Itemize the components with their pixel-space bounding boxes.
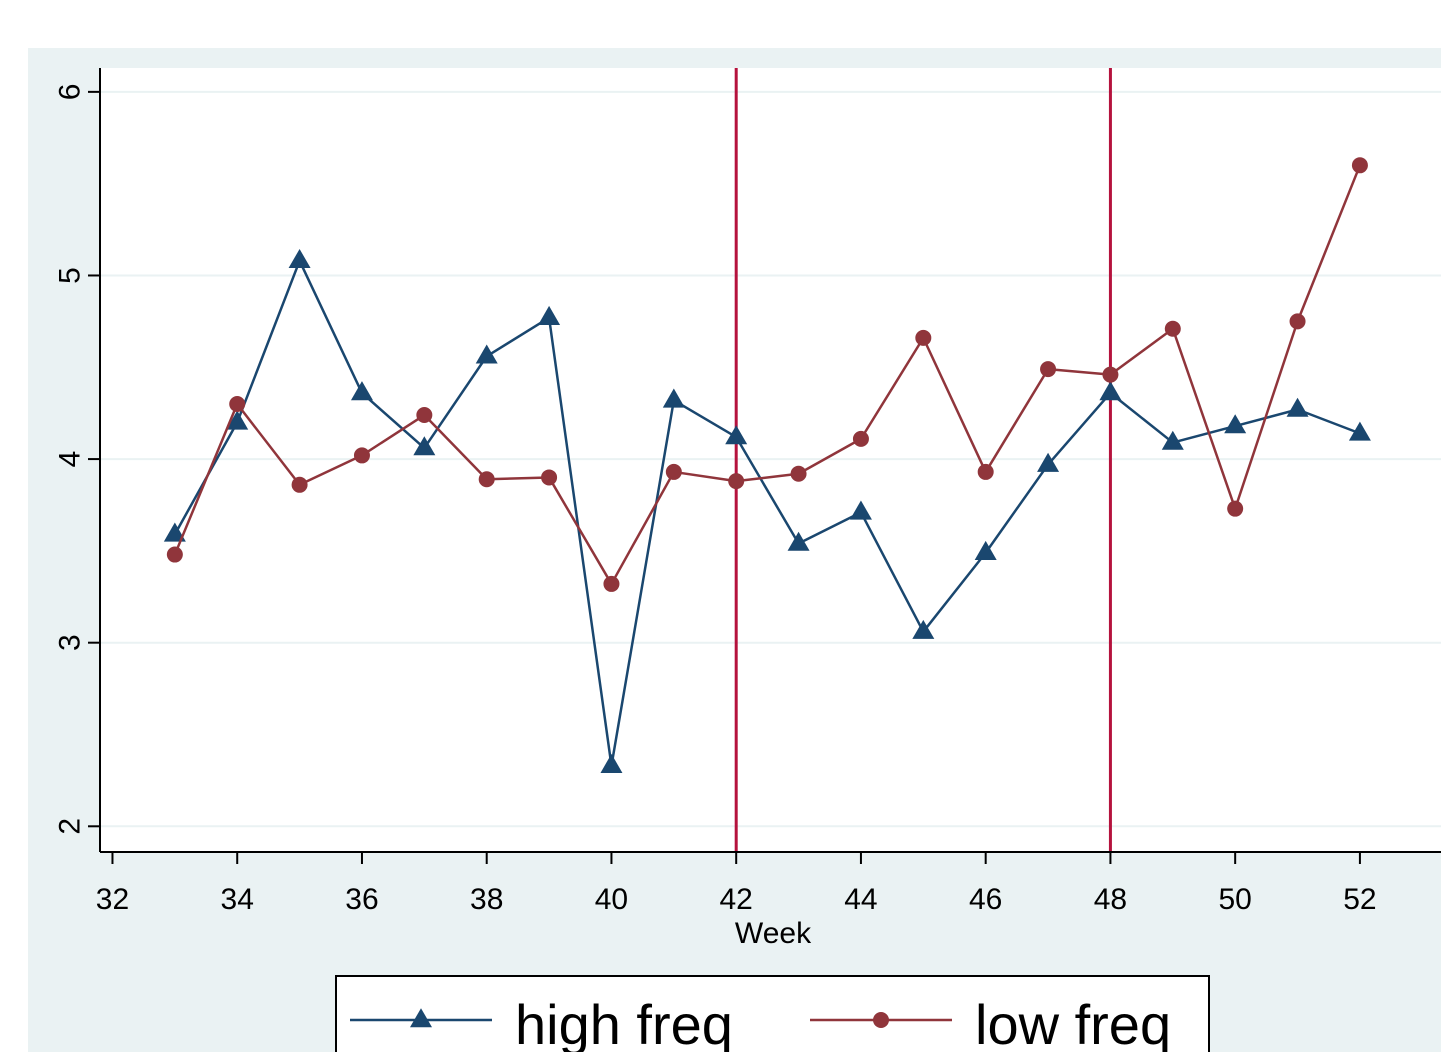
point-low-freq-week-37 [416, 407, 433, 424]
x-tick-label-50: 50 [1218, 883, 1251, 916]
series-high-freq [163, 248, 1371, 773]
y-tick-label-6: 6 [54, 84, 87, 101]
x-tick-label-40: 40 [595, 883, 628, 916]
point-high-freq-week-44 [849, 500, 872, 520]
x-axis-ticks: 32 34 36 38 40 42 44 46 48 50 52 [96, 852, 1377, 916]
point-low-freq-week-50 [1227, 500, 1244, 517]
series-line-high-freq [173, 259, 1361, 767]
legend-key-low-freq [810, 1012, 952, 1028]
point-high-freq-week-40 [600, 753, 623, 773]
point-high-freq-week-51 [1286, 397, 1309, 417]
x-tick-label-42: 42 [720, 883, 753, 916]
x-tick-label-34: 34 [221, 883, 254, 916]
point-high-freq-week-38 [475, 344, 498, 364]
point-low-freq-week-49 [1164, 320, 1181, 337]
point-high-freq-week-49 [1161, 430, 1184, 450]
point-low-freq-week-51 [1289, 313, 1306, 330]
legend: high freq low freq [335, 975, 1210, 1052]
point-high-freq-week-43 [787, 531, 810, 551]
series-line-low-freq [173, 164, 1362, 586]
y-tick-label-4: 4 [54, 451, 87, 468]
point-high-freq-week-52 [1348, 421, 1371, 441]
point-high-freq-week-47 [1037, 452, 1060, 472]
point-high-freq-week-39 [538, 305, 561, 325]
point-low-freq-week-36 [353, 447, 370, 464]
point-high-freq-week-42 [725, 425, 748, 445]
point-low-freq-week-40 [603, 575, 620, 592]
x-tick-label-38: 38 [470, 883, 503, 916]
x-tick-label-44: 44 [844, 883, 877, 916]
point-high-freq-week-48 [1099, 381, 1122, 401]
x-tick-label-52: 52 [1343, 883, 1376, 916]
point-low-freq-week-48 [1102, 366, 1119, 383]
point-low-freq-week-45 [915, 329, 932, 346]
x-tick-label-36: 36 [345, 883, 378, 916]
legend-key-high-freq [350, 1008, 492, 1028]
legend-marker-high-freq [410, 1008, 432, 1028]
point-low-freq-week-46 [977, 463, 994, 480]
x-tick-label-48: 48 [1094, 883, 1127, 916]
point-low-freq-week-39 [541, 469, 558, 486]
point-high-freq-week-33 [163, 522, 186, 542]
point-low-freq-week-34 [229, 396, 246, 412]
point-high-freq-week-36 [350, 381, 373, 401]
x-axis-title: Week [735, 917, 812, 950]
legend-marker-low-freq [873, 1012, 889, 1028]
point-high-freq-week-46 [974, 540, 997, 560]
point-low-freq-week-44 [852, 430, 869, 447]
point-high-freq-week-34 [226, 410, 249, 430]
point-high-freq-week-35 [288, 248, 311, 269]
point-high-freq-week-45 [912, 619, 935, 639]
point-high-freq-week-37 [413, 436, 436, 456]
x-tick-label-46: 46 [969, 883, 1002, 916]
point-low-freq-week-47 [1040, 361, 1057, 378]
y-tick-label-2: 2 [54, 818, 87, 835]
point-low-freq-week-35 [291, 476, 308, 493]
y-axis-ticks: 2 3 4 5 6 [54, 84, 100, 835]
y-tick-label-3: 3 [54, 634, 87, 651]
point-low-freq-week-42 [728, 473, 745, 490]
point-low-freq-week-52 [1351, 157, 1368, 174]
x-tick-label-32: 32 [96, 883, 129, 916]
reference-lines [734, 68, 1112, 852]
point-low-freq-week-43 [790, 465, 807, 482]
legend-box [335, 975, 1210, 1052]
series-low-freq [166, 157, 1368, 592]
y-tick-label-5: 5 [54, 267, 87, 284]
point-low-freq-week-33 [166, 546, 183, 563]
point-low-freq-week-41 [665, 463, 682, 480]
legend-label-low-freq: low freq [975, 993, 1171, 1052]
series [163, 157, 1371, 773]
point-high-freq-week-50 [1224, 414, 1247, 434]
point-low-freq-week-38 [478, 471, 495, 488]
legend-label-high-freq: high freq [515, 993, 733, 1052]
point-high-freq-week-41 [662, 388, 685, 408]
